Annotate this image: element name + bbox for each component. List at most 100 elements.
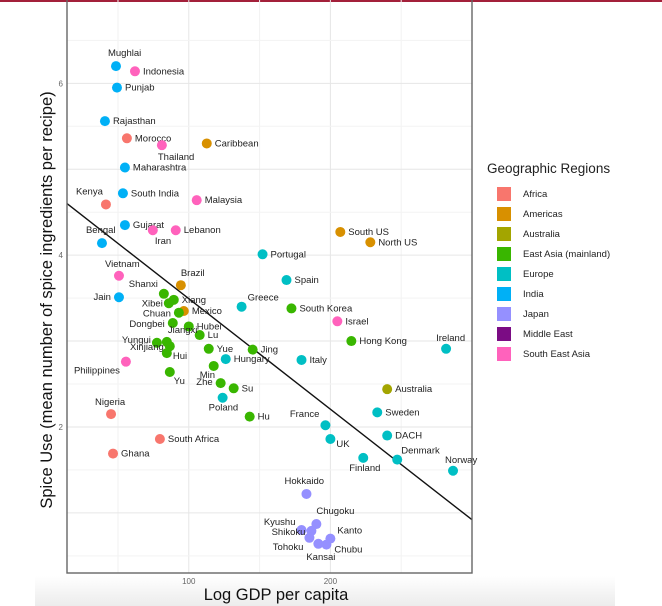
point-philippines [120,356,131,367]
point-hong-kong [346,336,357,347]
point-tohoku [304,532,315,543]
point-south-korea [286,303,297,314]
legend-swatch [497,327,511,341]
point-lebanon [170,225,181,236]
point-france [320,420,331,431]
point-label: Finland [349,463,380,474]
point-label: Mughlai [108,48,141,59]
point-label: Tohoku [273,542,304,553]
legend-title: Geographic Regions [487,161,611,176]
point-label: Hong Kong [359,336,407,347]
point-label: Greece [248,293,279,304]
point-label: Poland [209,403,239,414]
legend-item: Africa [487,184,610,204]
point-label: Sweden [385,407,419,418]
point-label: Ireland [436,333,465,344]
legend: Geographic Regions Africa Americas Austral… [487,161,610,364]
point-maharashtra [119,162,130,173]
point-hubei [183,321,194,332]
point-hui [161,348,172,359]
point-sweden [372,407,383,418]
point-israel [332,316,343,327]
point-label: Xiang [182,295,206,306]
point-su [228,383,239,394]
point-label: Yu [174,376,185,387]
point-label: Israel [345,316,368,327]
point-label: Xinjiang [130,342,164,353]
point-label: Hubei [197,321,222,332]
point-label: Philippines [74,366,120,377]
point-label: Nigeria [95,397,126,408]
point-xiang [168,294,179,305]
legend-label: Middle East [523,328,573,340]
point-nigeria [106,409,117,420]
point-thailand [156,140,167,151]
legend-item: Europe [487,264,610,284]
point-hungary [220,354,231,365]
point-label: Thailand [158,152,194,163]
x-tick-label: 100 [182,577,196,586]
point-south-india [117,188,128,199]
legend-item: Japan [487,304,610,324]
point-label: Spain [294,275,318,286]
point-label: Jiangxi [168,325,198,336]
point-label: UK [336,439,350,450]
point-min [208,360,219,371]
point-caribbean [201,138,212,149]
point-jing [247,344,258,355]
plot-frame [66,0,473,574]
point-denmark [392,454,403,465]
legend-item: Australia [487,224,610,244]
legend-swatch [497,267,511,281]
point-label: Min [200,370,215,381]
x-axis-title: Log GDP per capita [204,586,349,604]
point-label: Gujarat [133,220,165,231]
legend-label: Europe [523,268,554,280]
point-label: Brazil [181,268,205,279]
point-chubu [321,539,332,550]
point-label: Shanxi [129,279,158,290]
point-label: Rajasthan [113,116,156,127]
point-north-us [365,237,376,248]
y-axis-title: Spice Use (mean number of spice ingredie… [38,91,56,508]
legend-label: East Asia (mainland) [523,248,611,260]
point-dach [382,430,393,441]
point-label: South Korea [299,303,353,314]
point-label: Iran [155,236,171,247]
point-label: Italy [310,355,328,366]
point-chuan [173,307,184,318]
point-brazil [175,280,186,291]
point-label: Denmark [401,446,440,457]
point-rajasthan [99,116,110,127]
legend-swatch [497,247,511,261]
point-bengal [96,238,107,249]
point-label: France [290,409,320,420]
point-greece [236,301,247,312]
point-poland [217,392,228,403]
point-label: Vietnam [105,259,140,270]
point-ghana [108,448,119,459]
point-label: Zhe [196,377,212,388]
y-tick-label: 4 [59,251,64,260]
point-ireland [441,343,452,354]
point-label: Hungary [234,354,270,365]
point-vietnam [113,270,124,281]
ticks: 100 200 2 4 6 [59,79,338,586]
legend-item: East Asia (mainland) [487,244,610,264]
point-label: Bengal [86,225,116,236]
point-label: Dongbei [129,319,164,330]
point-yu [164,366,175,377]
legend-item: India [487,284,610,304]
point-label: DACH [395,431,422,442]
point-hokkaido [301,488,312,499]
point-mughlai [110,61,121,72]
point-south-us [335,226,346,237]
legend-label: South East Asia [523,348,591,360]
legend-label: Australia [523,228,560,240]
legend-label: Americas [523,208,563,220]
point-zhe [215,378,226,389]
point-dongbei [167,318,178,329]
point-iran [147,225,158,236]
point-label: Australia [395,384,433,395]
